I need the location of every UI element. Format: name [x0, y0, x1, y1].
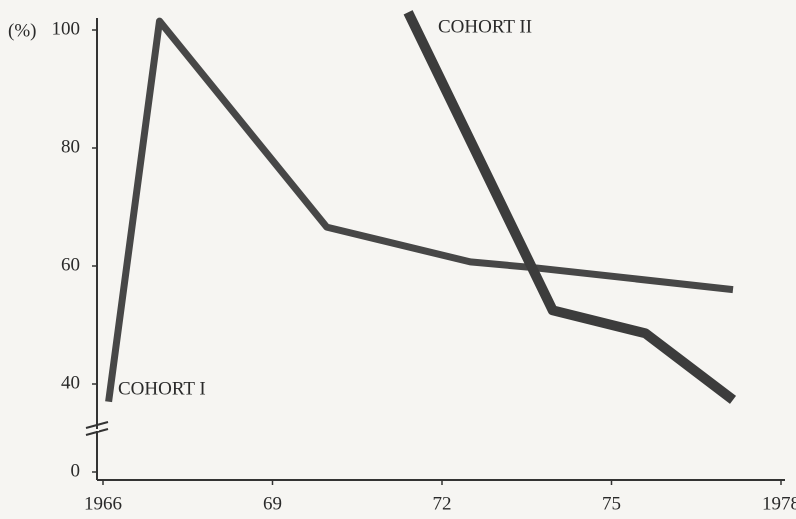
x-tick-label: 1978 — [762, 493, 796, 514]
x-tick-label: 69 — [263, 493, 282, 514]
y-tick-label: 40 — [61, 372, 80, 393]
line — [105, 17, 734, 403]
y-tick-label: 100 — [52, 18, 81, 39]
series-label: COHORT I — [118, 378, 206, 399]
x-tick-label: 75 — [602, 493, 621, 514]
x-tick-label: 72 — [433, 493, 452, 514]
x-tick-label: 1966 — [84, 493, 122, 514]
axis-break — [85, 428, 109, 436]
y-tick-label: 0 — [71, 460, 81, 481]
series-label: COHORT II — [438, 16, 532, 37]
y-axis-label: (%) — [8, 20, 36, 41]
y-tick-label: 80 — [61, 136, 80, 157]
line — [403, 10, 737, 404]
y-tick-label: 60 — [61, 254, 80, 275]
axis-break — [85, 421, 109, 429]
axis-break-gap — [95, 429, 99, 431]
